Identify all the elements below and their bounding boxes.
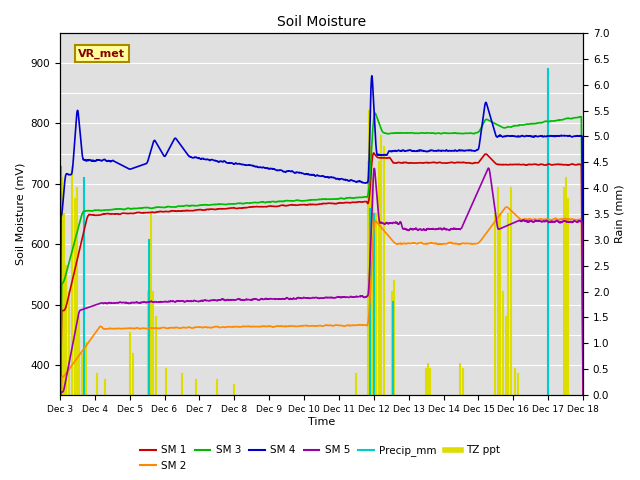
X-axis label: Time: Time [308,417,335,427]
Legend: SM 1, SM 2, SM 3, SM 4, SM 5, Precip_mm, TZ ppt: SM 1, SM 2, SM 3, SM 4, SM 5, Precip_mm,… [136,441,504,475]
Text: VR_met: VR_met [78,48,125,59]
Y-axis label: Soil Moisture (mV): Soil Moisture (mV) [15,163,25,265]
Title: Soil Moisture: Soil Moisture [277,15,366,29]
Y-axis label: Rain (mm): Rain (mm) [615,185,625,243]
